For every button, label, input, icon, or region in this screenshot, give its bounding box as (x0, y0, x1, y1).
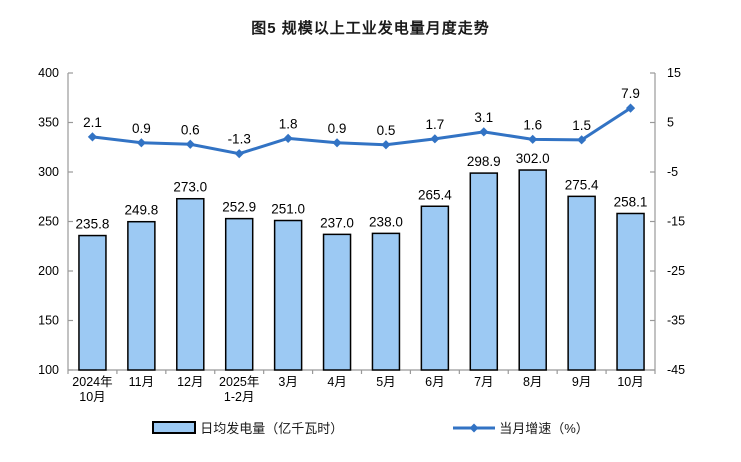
chart-title: 图5 规模以上工业发电量月度走势 (251, 20, 490, 37)
chart-legend: 日均发电量（亿千瓦时） 当月增速（%） (0, 418, 741, 437)
bar-daily-generation (567, 195, 596, 371)
bar-value-label: 252.9 (222, 200, 256, 215)
line-value-label: 0.5 (377, 123, 396, 138)
line-value-label: 1.5 (572, 118, 591, 133)
right-axis-tick-label: -15 (667, 215, 685, 229)
right-axis-tick-label: -25 (667, 264, 685, 278)
right-axis-tick-label: -35 (667, 314, 685, 328)
line-value-label: 2.1 (83, 115, 102, 130)
right-axis-tick-label: -45 (667, 363, 685, 377)
right-axis-tick-label: 5 (667, 116, 674, 130)
bar-daily-generation (176, 197, 205, 371)
line-value-label: 1.6 (523, 117, 542, 132)
line-series-swatch-icon (453, 423, 496, 432)
bar-value-label: 275.4 (565, 177, 599, 192)
bar-series-label: 日均发电量（亿千瓦时） (200, 421, 344, 436)
legend-item-line-series: 当月增速（%） (453, 418, 589, 437)
bar-value-label: 273.0 (173, 180, 207, 195)
left-axis-tick-label: 100 (38, 363, 59, 377)
growth-rate-marker (625, 103, 636, 113)
bar-value-label: 302.0 (516, 151, 550, 166)
bar-daily-generation (127, 220, 156, 371)
left-axis-tick-label: 250 (38, 215, 59, 229)
growth-rate-marker (283, 133, 293, 143)
growth-rate-marker (332, 138, 342, 148)
bar-daily-generation (224, 217, 254, 371)
bar-value-label: 298.9 (467, 154, 501, 169)
line-value-label: 1.7 (425, 117, 444, 132)
x-category-label: 2025年 (219, 375, 259, 389)
growth-rate-marker (234, 149, 244, 159)
x-category-label: 6月 (425, 375, 444, 389)
growth-rate-marker (136, 138, 146, 148)
bar-value-label: 251.0 (271, 202, 305, 217)
growth-rate-marker (185, 139, 195, 149)
left-axis-tick-label: 350 (38, 116, 59, 130)
x-category-label: 10月 (79, 390, 105, 404)
x-category-label: 1-2月 (224, 390, 255, 404)
line-value-label: 7.9 (621, 86, 640, 101)
left-axis-tick-label: 400 (38, 66, 59, 80)
line-value-label: 1.8 (279, 116, 298, 131)
x-category-label: 8月 (523, 375, 542, 389)
growth-rate-marker (430, 134, 440, 144)
x-category-label: 2024年 (72, 375, 112, 389)
bar-daily-generation (322, 233, 352, 371)
legend-item-bar-series: 日均发电量（亿千瓦时） (152, 418, 343, 437)
x-category-label: 3月 (278, 375, 297, 389)
bar-daily-generation (371, 232, 401, 371)
line-value-label: 0.9 (328, 121, 347, 136)
growth-rate-marker (87, 132, 98, 142)
bar-value-label: 258.1 (614, 194, 648, 209)
x-category-label: 7月 (474, 375, 493, 389)
bar-daily-generation (469, 172, 499, 371)
x-category-label: 11月 (129, 375, 154, 389)
x-category-label: 10月 (617, 375, 643, 389)
bar-daily-generation (420, 205, 450, 371)
bar-daily-generation (273, 219, 303, 371)
growth-rate-marker (381, 140, 391, 150)
x-category-label: 5月 (376, 375, 395, 389)
right-axis-tick-label: -5 (667, 165, 678, 179)
bar-value-label: 235.8 (76, 217, 110, 232)
bar-daily-generation (518, 169, 547, 371)
line-value-label: 3.1 (474, 110, 493, 125)
line-value-label: 0.9 (132, 121, 151, 136)
line-value-label: 0.6 (181, 122, 200, 137)
x-category-label: 4月 (327, 375, 346, 389)
bar-series-swatch-icon (152, 421, 197, 434)
left-axis-tick-label: 300 (38, 165, 59, 179)
left-axis-tick-label: 200 (38, 264, 59, 278)
bar-daily-generation (616, 212, 645, 371)
x-category-label: 12月 (177, 375, 203, 389)
growth-rate-line (92, 106, 632, 156)
bar-daily-generation (78, 234, 107, 371)
line-series-label: 当月增速（%） (499, 421, 589, 436)
left-axis-tick-label: 150 (38, 314, 59, 328)
line-value-label: -1.3 (228, 132, 251, 147)
growth-rate-marker (577, 135, 587, 145)
bar-value-label: 238.0 (369, 214, 403, 229)
bar-value-label: 237.0 (320, 215, 354, 230)
bar-value-label: 249.8 (124, 203, 158, 218)
right-axis-tick-label: 15 (667, 66, 681, 80)
x-category-label: 9月 (572, 375, 591, 389)
bar-value-label: 265.4 (418, 187, 452, 202)
growth-rate-marker (528, 134, 538, 144)
growth-rate-marker (479, 127, 489, 137)
